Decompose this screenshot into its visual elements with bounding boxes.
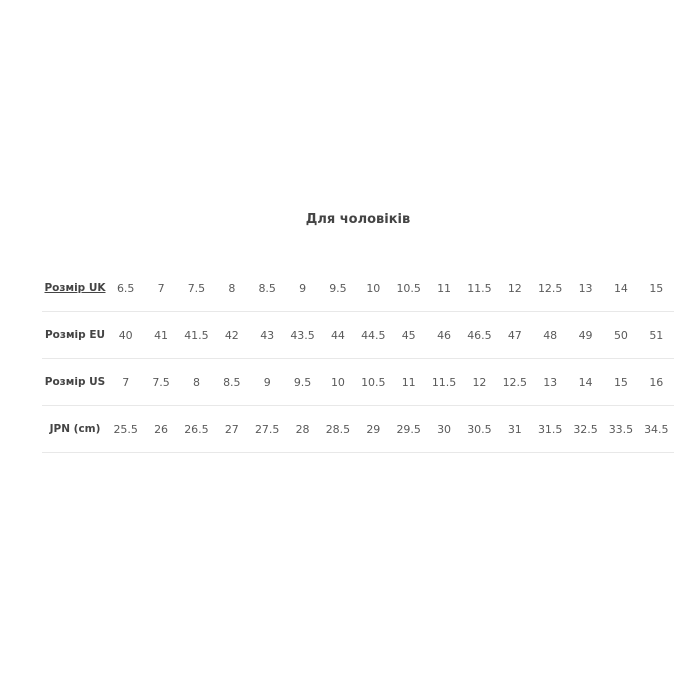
table-cell: 12 <box>461 358 498 406</box>
table-cell: 6.5 <box>108 265 144 312</box>
table-cell: 10.5 <box>391 265 427 312</box>
table-cell: 26.5 <box>178 405 215 453</box>
table-row: Розмір EU 40 41 41.5 42 43 43.5 44 44.5 45 46 46.5 4… <box>42 311 674 359</box>
table-cell: 13 <box>567 265 604 312</box>
table-cell: 12.5 <box>497 358 533 406</box>
table-cell: 45 <box>391 311 427 359</box>
table-cell: 33.5 <box>603 405 639 453</box>
table-cell: 11 <box>391 358 427 406</box>
table-cell: 41 <box>143 311 179 359</box>
table-cell: 50 <box>603 311 639 359</box>
table-cell: 46.5 <box>461 311 498 359</box>
table-cell: 43.5 <box>284 311 321 359</box>
table-cell: 7.5 <box>143 358 179 406</box>
table-cell: 10.5 <box>355 358 391 406</box>
table-row: Розмір UK 6.5 7 7.5 8 8.5 9 9.5 10 10.5 11 11.5 12 12… <box>42 265 674 312</box>
table-cell: 26 <box>143 405 179 453</box>
table-cell: 28 <box>284 405 321 453</box>
table-cell: 15 <box>638 265 674 312</box>
table-cell: 14 <box>603 265 639 312</box>
table-cell: 40 <box>108 311 144 359</box>
table-cell: 41.5 <box>178 311 215 359</box>
table-cell: 29.5 <box>391 405 427 453</box>
row-header: JPN (cm) <box>42 405 108 453</box>
table-cell: 46 <box>426 311 462 359</box>
table-cell: 11.5 <box>426 358 462 406</box>
table-cell: 12 <box>497 265 533 312</box>
table-cell: 8 <box>214 265 250 312</box>
row-label: JPN (cm) <box>49 423 101 435</box>
table-cell: 30.5 <box>461 405 498 453</box>
table-cell: 31 <box>497 405 533 453</box>
table-cell: 7.5 <box>178 265 215 312</box>
table-cell: 8.5 <box>214 358 250 406</box>
row-label: Розмір EU <box>44 329 106 341</box>
table-cell: 25.5 <box>108 405 144 453</box>
table-cell: 16 <box>638 358 674 406</box>
table-cell: 8.5 <box>249 265 285 312</box>
table-cell: 15 <box>603 358 639 406</box>
table-cell: 9.5 <box>284 358 321 406</box>
table-cell: 27 <box>214 405 250 453</box>
table-cell: 27.5 <box>249 405 285 453</box>
table-cell: 10 <box>355 265 391 312</box>
table-cell: 34.5 <box>638 405 674 453</box>
table-cell: 11.5 <box>461 265 498 312</box>
table-cell: 7 <box>108 358 144 406</box>
table-cell: 47 <box>497 311 533 359</box>
table-cell: 42 <box>214 311 250 359</box>
size-chart-table: Розмір UK 6.5 7 7.5 8 8.5 9 9.5 10 10.5 11 11.5 12 12… <box>42 265 674 453</box>
table-cell: 11 <box>426 265 462 312</box>
table-cell: 32.5 <box>567 405 604 453</box>
table-cell: 12.5 <box>532 265 568 312</box>
table-cell: 9 <box>284 265 321 312</box>
size-uk-link[interactable]: Розмір UK <box>44 282 106 294</box>
table-cell: 8 <box>178 358 215 406</box>
table-cell: 51 <box>638 311 674 359</box>
row-label: Розмір US <box>44 376 106 388</box>
table-row: Розмір US 7 7.5 8 8.5 9 9.5 10 10.5 11 11.5 12 12.5 1… <box>42 358 674 406</box>
table-cell: 49 <box>567 311 604 359</box>
table-cell: 30 <box>426 405 462 453</box>
table-cell: 9.5 <box>320 265 356 312</box>
table-cell: 43 <box>249 311 285 359</box>
table-cell: 13 <box>532 358 568 406</box>
table-cell: 29 <box>355 405 391 453</box>
page-title: Для чоловіків <box>305 212 411 227</box>
table-cell: 14 <box>567 358 604 406</box>
table-cell: 28.5 <box>320 405 356 453</box>
table-cell: 7 <box>143 265 179 312</box>
row-header: Розмір EU <box>42 311 108 359</box>
table-cell: 44 <box>320 311 356 359</box>
table-cell: 9 <box>249 358 285 406</box>
table-cell: 48 <box>532 311 568 359</box>
table-row: JPN (cm) 25.5 26 26.5 27 27.5 28 28.5 29 29.5 30 30… <box>42 405 674 453</box>
table-cell: 10 <box>320 358 356 406</box>
table-cell: 31.5 <box>532 405 568 453</box>
row-header: Розмір UK <box>42 265 108 312</box>
table-cell: 44.5 <box>355 311 391 359</box>
row-header: Розмір US <box>42 358 108 406</box>
